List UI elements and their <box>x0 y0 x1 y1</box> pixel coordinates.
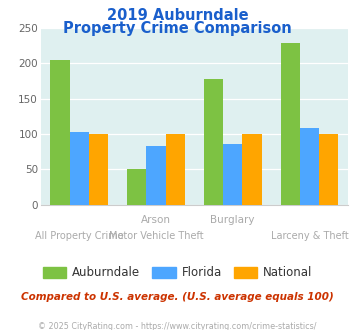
Bar <box>204 79 223 205</box>
Text: Arson: Arson <box>141 215 171 225</box>
Text: Compared to U.S. average. (U.S. average equals 100): Compared to U.S. average. (U.S. average … <box>21 292 334 302</box>
Text: Burglary: Burglary <box>211 215 255 225</box>
Text: Larceny & Theft: Larceny & Theft <box>271 231 348 241</box>
Bar <box>319 134 338 205</box>
Text: Motor Vehicle Theft: Motor Vehicle Theft <box>109 231 203 241</box>
Bar <box>281 43 300 205</box>
Bar <box>165 134 185 205</box>
Bar <box>89 134 108 205</box>
Bar <box>50 60 70 205</box>
Text: All Property Crime: All Property Crime <box>35 231 124 241</box>
Bar <box>300 128 319 205</box>
Legend: Auburndale, Florida, National: Auburndale, Florida, National <box>38 262 317 284</box>
Bar <box>223 144 242 205</box>
Bar <box>242 134 262 205</box>
Bar <box>127 169 146 205</box>
Text: © 2025 CityRating.com - https://www.cityrating.com/crime-statistics/: © 2025 CityRating.com - https://www.city… <box>38 322 317 330</box>
Text: Property Crime Comparison: Property Crime Comparison <box>63 21 292 36</box>
Text: 2019 Auburndale: 2019 Auburndale <box>107 8 248 23</box>
Bar <box>146 146 165 205</box>
Bar <box>70 132 89 205</box>
